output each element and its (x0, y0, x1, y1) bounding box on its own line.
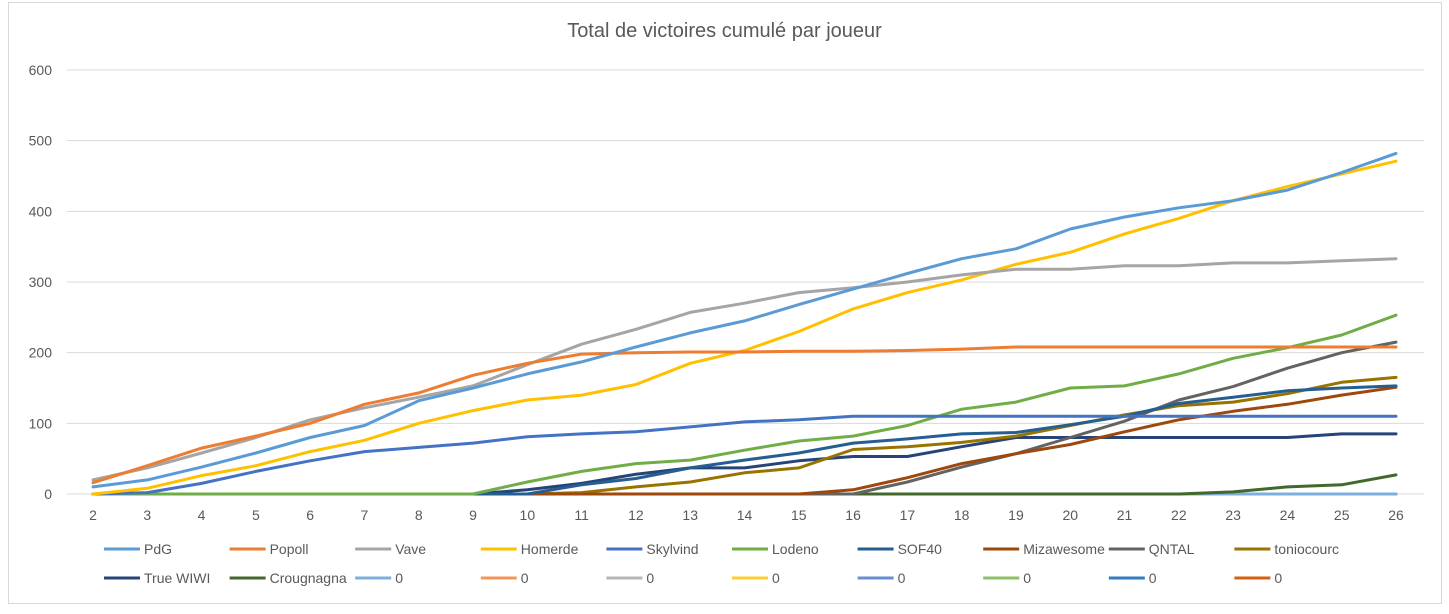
legend-item: Lodeno (732, 541, 819, 557)
x-tick-label: 19 (1008, 507, 1024, 523)
x-tick-label: 24 (1280, 507, 1296, 523)
x-tick-label: 17 (900, 507, 916, 523)
x-tick-label: 11 (574, 507, 589, 523)
legend-item: QNTAL (1108, 541, 1195, 557)
legend-label: toniocourc (1274, 541, 1339, 557)
legend-item: Vave (355, 541, 426, 557)
series-line (91, 151, 1398, 489)
legend-item: 0 (480, 570, 529, 586)
legend-item: Crougnagna (229, 570, 347, 586)
legend-item: 0 (606, 570, 654, 586)
legend-label: Lodeno (772, 541, 819, 557)
legend-label: Mizawesome (1023, 541, 1105, 557)
x-axis: 2 3 4 5 6 7 8 9 10 11 12 13 14 15 16 17 18 19 20 21 22 23 24 25… (89, 507, 1404, 523)
legend-item: Homerde (480, 541, 579, 557)
x-tick-label: 13 (682, 507, 698, 523)
legend-item: Skylvind (606, 541, 699, 557)
legend-item: 0 (983, 570, 1031, 586)
x-tick-label: 22 (1171, 507, 1187, 523)
legend-item: True WIWI (104, 570, 210, 586)
y-tick-label: 600 (29, 62, 53, 78)
x-tick-label: 15 (791, 507, 807, 523)
legend-label: SOF40 (898, 541, 943, 557)
legend-label: 0 (898, 570, 906, 586)
x-tick-label: 26 (1388, 507, 1404, 523)
legend-label: 0 (646, 570, 654, 586)
x-tick-label: 6 (306, 507, 314, 523)
legend-item: 0 (732, 570, 780, 586)
legend-label: 0 (395, 570, 403, 586)
x-tick-label: 20 (1062, 507, 1078, 523)
x-tick-label: 4 (198, 507, 206, 523)
legend-item: Popoll (229, 541, 309, 557)
legend-item: 0 (1108, 570, 1157, 586)
series-lines (91, 151, 1398, 496)
x-tick-label: 14 (737, 507, 753, 523)
legend-item: 0 (1234, 570, 1282, 586)
legend-label: Crougnagna (270, 570, 347, 586)
x-tick-label: 21 (1117, 507, 1133, 523)
y-tick-label: 400 (29, 203, 53, 219)
x-tick-label: 10 (520, 507, 536, 523)
legend-label: PdG (144, 541, 172, 557)
series-line (91, 257, 1398, 482)
chart-area (8, 2, 1442, 604)
legend-item: SOF40 (857, 541, 943, 557)
series-line (91, 345, 1398, 485)
series-line (91, 340, 1398, 496)
legend-label: True WIWI (144, 570, 210, 586)
y-tick-label: 200 (29, 345, 53, 361)
y-tick-label: 300 (29, 274, 53, 290)
series-line (91, 473, 1398, 496)
legend-label: 0 (1274, 570, 1282, 586)
legend-label: QNTAL (1149, 541, 1195, 557)
y-tick-label: 100 (29, 415, 53, 431)
legend-item: Mizawesome (983, 541, 1105, 557)
legend: PdG Popoll Vave Homerde Skylvind Lodeno SOF40 M… (104, 541, 1339, 586)
legend-label: 0 (772, 570, 780, 586)
gridlines (67, 69, 1424, 495)
x-tick-label: 18 (954, 507, 970, 523)
series-line (91, 313, 1398, 496)
x-tick-label: 9 (469, 507, 477, 523)
x-tick-label: 25 (1334, 507, 1350, 523)
x-tick-label: 3 (143, 507, 151, 523)
legend-item: PdG (104, 541, 172, 557)
legend-label: Popoll (270, 541, 309, 557)
x-tick-label: 16 (845, 507, 861, 523)
legend-label: Skylvind (646, 541, 698, 557)
y-tick-label: 500 (29, 133, 53, 149)
series-line (91, 384, 1398, 496)
y-tick-label: 0 (44, 486, 52, 502)
x-tick-label: 12 (628, 507, 644, 523)
legend-label: 0 (521, 570, 529, 586)
legend-label: 0 (1149, 570, 1157, 586)
legend-label: Homerde (521, 541, 579, 557)
legend-item: 0 (857, 570, 906, 586)
x-tick-label: 8 (415, 507, 423, 523)
chart-title: Total de victoires cumulé par joueur (567, 20, 882, 42)
x-tick-label: 23 (1225, 507, 1241, 523)
y-axis: 0 100 200 300 400 500 600 (29, 62, 53, 502)
legend-item: toniocourc (1234, 541, 1339, 557)
x-tick-label: 7 (361, 507, 369, 523)
x-tick-label: 5 (252, 507, 260, 523)
series-line (91, 414, 1398, 496)
legend-item: 0 (355, 570, 403, 586)
legend-label: 0 (1023, 570, 1031, 586)
x-tick-label: 2 (89, 507, 97, 523)
legend-label: Vave (395, 541, 426, 557)
